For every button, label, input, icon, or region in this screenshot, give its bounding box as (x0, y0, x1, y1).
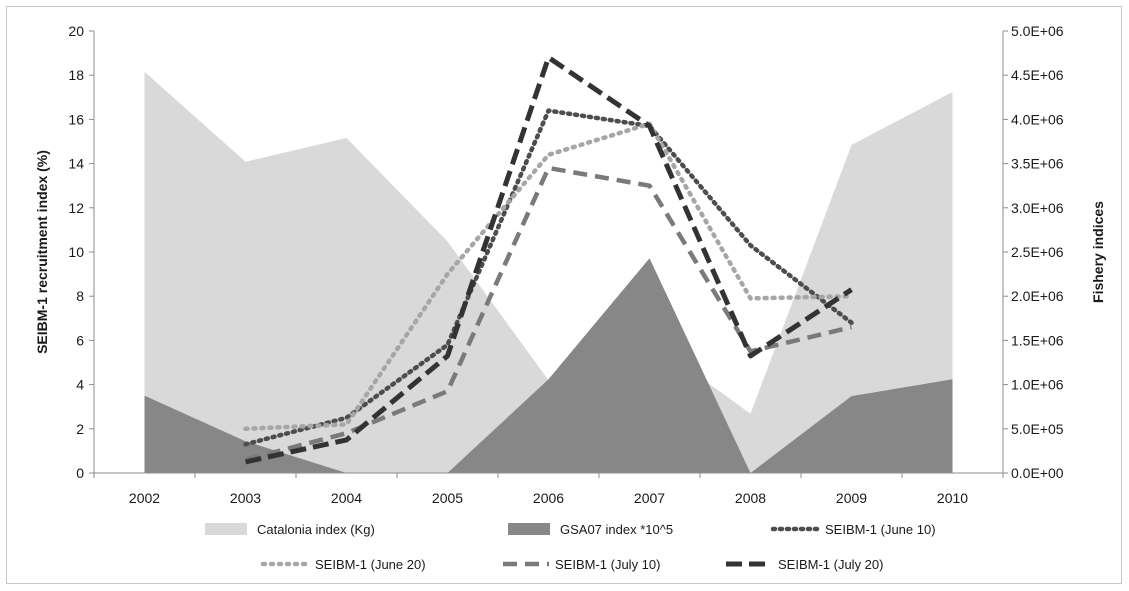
y2-tick-label: 3.5E+06 (1011, 156, 1064, 172)
x-tick-label: 2009 (836, 490, 867, 506)
y-tick-label: 12 (68, 200, 84, 216)
y-tick-label: 4 (76, 377, 84, 393)
y-tick-label: 6 (76, 332, 84, 348)
line-seibm-1-july-10 (244, 165, 853, 462)
y2-tick-label: 1.5E+06 (1011, 332, 1064, 348)
legend-item-seibm-1-july-20: SEIBM-1 (July 20) (726, 557, 883, 572)
y2-tick-label: 3.0E+06 (1011, 200, 1064, 216)
line-seibm-1-july-20 (244, 55, 853, 465)
y-tick-label: 2 (76, 421, 84, 437)
y2-tick-label: 0.0E+00 (1011, 465, 1064, 481)
y-tick-label: 16 (68, 111, 84, 127)
legend-label: SEIBM-1 (July 20) (778, 557, 883, 572)
area-catalonia-index-kg (144, 71, 953, 473)
x-tick-label: 2004 (331, 490, 362, 506)
legend-item-seibm-1-july-10: SEIBM-1 (July 10) (503, 557, 660, 572)
y-tick-label: 14 (68, 156, 84, 172)
chart-frame: 0 2 4 6 8 10 12 14 16 18 20 0.0E+00 5.0E+05 1.0E+06 1.… (6, 6, 1122, 584)
y2-tick-label: 5.0E+06 (1011, 23, 1064, 39)
area-gsa07-index-10-5 (144, 258, 953, 473)
x-tick-label: 2007 (634, 490, 665, 506)
y2-axis-title: Fishery indices (1090, 201, 1106, 303)
y-tick-label: 18 (68, 67, 84, 83)
y-tick-label: 0 (76, 465, 84, 481)
legend-label: SEIBM-1 (June 10) (825, 522, 936, 537)
legend-item-seibm-1-june-10: SEIBM-1 (June 10) (770, 522, 936, 537)
legend-item-catalonia-index-kg: Catalonia index (Kg) (205, 522, 375, 537)
y2-tick-label: 5.0E+05 (1011, 421, 1064, 437)
legend-item-gsa07-index-10-5: GSA07 index *10^5 (508, 522, 673, 537)
legend-label: Catalonia index (Kg) (257, 522, 375, 537)
area-layer (144, 71, 953, 473)
line-layer (243, 55, 854, 465)
x-tick-label: 2006 (533, 490, 564, 506)
y-tick-label: 10 (68, 244, 84, 260)
legend-swatch (508, 523, 550, 535)
legend-label: SEIBM-1 (June 20) (315, 557, 426, 572)
legend-label: GSA07 index *10^5 (560, 522, 673, 537)
y2-tick-label: 4.0E+06 (1011, 111, 1064, 127)
y2-tick-label: 1.0E+06 (1011, 377, 1064, 393)
y2-tick-label: 2.5E+06 (1011, 244, 1064, 260)
y-tick-label: 20 (68, 23, 84, 39)
x-tick-label: 2008 (735, 490, 766, 506)
y2-tick-label: 2.0E+06 (1011, 288, 1064, 304)
x-tick-label: 2003 (230, 490, 261, 506)
legend-label: SEIBM-1 (July 10) (555, 557, 660, 572)
y-tick-label: 8 (76, 288, 84, 304)
y2-tick-label: 4.5E+06 (1011, 67, 1064, 83)
legend-swatch (205, 523, 247, 535)
line-seibm-1-june-10 (243, 108, 854, 447)
x-tick-label: 2002 (129, 490, 160, 506)
tick-layer: 0 2 4 6 8 10 12 14 16 18 20 0.0E+00 5.0E+05 1.0E+06 1.… (68, 23, 1063, 506)
x-tick-label: 2010 (937, 490, 968, 506)
legend: Catalonia index (Kg) GSA07 index *10^5 SEI… (205, 522, 936, 572)
line-seibm-1-june-20 (243, 121, 854, 432)
x-tick-label: 2005 (432, 490, 463, 506)
chart-svg: 0 2 4 6 8 10 12 14 16 18 20 0.0E+00 5.0E+05 1.0E+06 1.… (34, 23, 1106, 572)
y-axis-title: SEIBM-1 recruitment index (%) (34, 150, 50, 354)
legend-item-seibm-1-june-20: SEIBM-1 (June 20) (260, 557, 426, 572)
